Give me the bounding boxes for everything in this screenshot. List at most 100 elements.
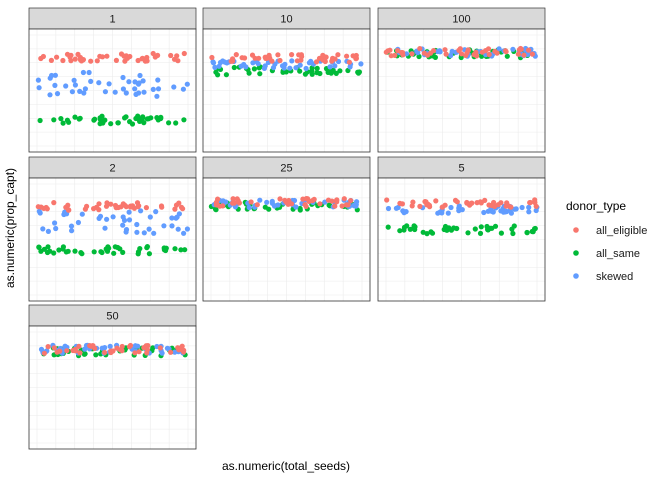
data-point-all_eligible (300, 196, 306, 202)
data-point-all_eligible (350, 53, 356, 59)
legend-title: donor_type (566, 199, 626, 213)
data-point-all_eligible (442, 47, 448, 53)
data-point-all_eligible (144, 350, 150, 356)
data-point-all_eligible (177, 346, 183, 352)
data-point-all_eligible (302, 202, 308, 208)
data-point-all_same (51, 250, 57, 256)
panel-border (202, 28, 371, 153)
data-point-skewed (176, 211, 182, 217)
data-point-skewed (224, 60, 230, 66)
data-point-all_eligible (526, 47, 532, 53)
data-point-all_same (251, 66, 257, 72)
data-point-skewed (151, 230, 157, 236)
data-point-skewed (210, 60, 217, 66)
data-point-skewed (126, 79, 132, 85)
data-point-all_eligible (159, 204, 165, 210)
data-point-all_same (37, 117, 43, 124)
data-point-skewed (212, 64, 218, 70)
data-point-skewed (147, 214, 153, 220)
data-point-all_eligible (178, 204, 185, 210)
data-point-skewed (526, 204, 532, 210)
data-point-all_eligible (233, 52, 239, 58)
data-point-all_eligible (88, 58, 94, 64)
data-point-all_same (407, 226, 413, 232)
data-point-all_eligible (395, 48, 401, 54)
data-point-skewed (172, 349, 178, 355)
data-point-skewed (110, 214, 116, 220)
data-point-all_eligible (89, 343, 95, 349)
data-point-skewed (393, 205, 399, 211)
data-point-all_same (78, 250, 84, 256)
data-point-skewed (120, 222, 126, 228)
data-point-all_eligible (399, 49, 405, 56)
data-point-skewed (80, 69, 86, 76)
data-point-all_eligible (464, 50, 470, 56)
data-point-skewed (38, 346, 45, 352)
data-point-all_eligible (64, 348, 70, 354)
facet-panel-10: 10 (202, 7, 371, 153)
data-point-all_same (173, 120, 179, 126)
data-point-skewed (120, 86, 126, 92)
data-point-all_eligible (173, 202, 180, 208)
data-point-all_eligible (504, 200, 510, 206)
data-point-skewed (82, 86, 88, 92)
data-point-all_same (77, 115, 83, 121)
data-point-all_eligible (171, 56, 178, 62)
data-point-all_same (246, 70, 252, 76)
facet-panel-5: 5 (377, 156, 546, 302)
data-point-skewed (169, 223, 175, 229)
data-point-skewed (97, 213, 104, 219)
data-point-all_same (178, 247, 184, 253)
data-point-all_same (51, 117, 57, 123)
data-point-all_eligible (38, 55, 44, 62)
data-point-skewed (184, 226, 190, 232)
data-point-all_same (309, 68, 315, 74)
data-point-all_eligible (262, 54, 268, 60)
data-point-all_same (117, 246, 123, 252)
data-point-all_same (148, 115, 154, 121)
facet-label: 1 (109, 14, 115, 26)
data-point-all_same (477, 230, 484, 236)
data-point-skewed (287, 65, 293, 71)
data-point-all_same (532, 225, 538, 232)
facet-panel-2: 2 (28, 156, 197, 302)
data-point-skewed (36, 85, 42, 91)
data-point-all_same (181, 117, 187, 123)
data-point-skewed (485, 208, 491, 214)
data-point-all_eligible (77, 350, 83, 356)
data-point-all_same (111, 250, 117, 256)
y-axis-title: as.numeric(prop_capt) (3, 168, 17, 288)
data-point-all_eligible (155, 52, 161, 59)
data-point-all_same (465, 230, 471, 236)
data-point-all_same (213, 207, 219, 213)
data-point-all_eligible (64, 51, 71, 57)
data-point-all_same (416, 53, 422, 60)
data-point-all_eligible (529, 51, 536, 57)
data-point-all_eligible (84, 203, 90, 209)
data-point-all_eligible (48, 57, 55, 64)
data-point-skewed (71, 77, 77, 83)
data-point-all_eligible (277, 196, 283, 202)
data-point-all_eligible (230, 58, 236, 64)
data-point-all_eligible (486, 51, 492, 58)
facet-label: 5 (458, 163, 464, 175)
data-point-all_same (231, 64, 237, 71)
data-point-skewed (126, 217, 133, 223)
data-point-all_eligible (298, 52, 304, 58)
data-point-all_same (172, 246, 178, 252)
data-point-all_eligible (317, 201, 323, 207)
data-point-all_eligible (469, 200, 475, 206)
data-point-all_eligible (458, 51, 465, 57)
data-point-all_eligible (236, 200, 242, 206)
data-point-all_same (385, 224, 391, 230)
data-point-all_same (82, 351, 88, 357)
data-point-skewed (519, 204, 525, 211)
data-point-skewed (449, 48, 455, 54)
data-point-all_same (337, 68, 343, 74)
data-point-skewed (257, 197, 263, 203)
data-point-skewed (490, 209, 496, 215)
data-point-skewed (161, 223, 167, 229)
data-point-all_same (36, 244, 42, 250)
data-point-all_same (411, 224, 417, 230)
